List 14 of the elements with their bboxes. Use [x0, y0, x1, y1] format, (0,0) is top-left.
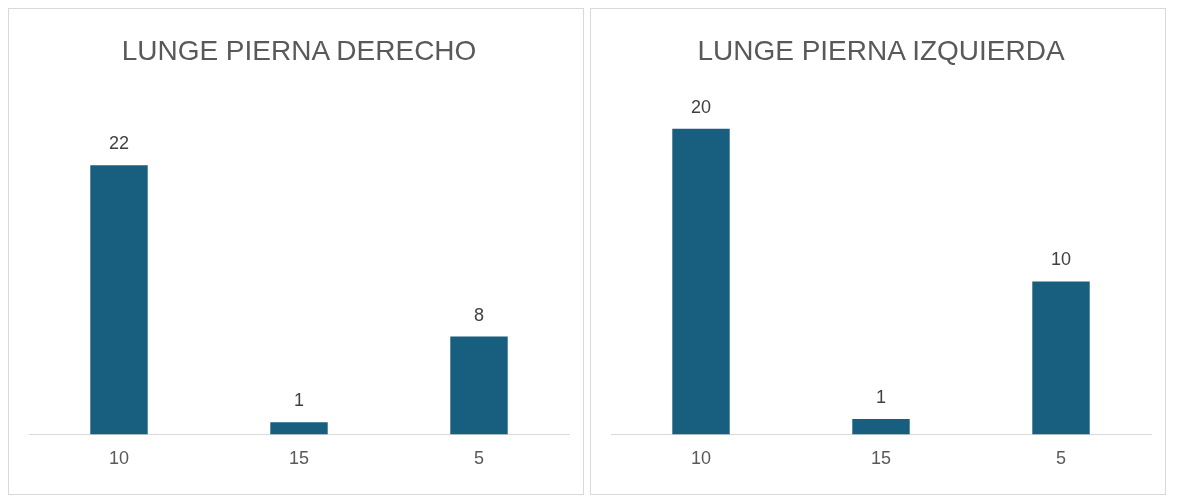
data-label: 20 [690, 96, 712, 117]
data-label: 22 [108, 133, 130, 154]
x-tick-label: 15 [870, 448, 892, 469]
x-tick-label: 15 [288, 448, 310, 469]
data-label: 8 [473, 304, 485, 325]
x-tick-label: 10 [690, 448, 712, 469]
x-tick-label: 5 [1055, 448, 1067, 469]
data-label: 1 [293, 390, 305, 411]
chart-title: LUNGE PIERNA IZQUIERDA [697, 34, 1065, 66]
x-tick-label: 10 [108, 448, 130, 469]
chart-title: LUNGE PIERNA DERECHO [121, 34, 477, 66]
x-tick-label: 5 [473, 448, 485, 469]
data-label: 1 [875, 387, 887, 408]
data-label: 10 [1050, 249, 1072, 270]
